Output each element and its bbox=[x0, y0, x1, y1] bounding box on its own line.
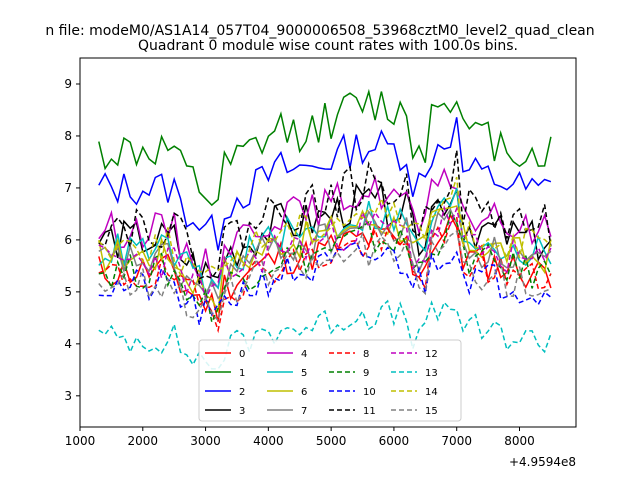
series-line-8 bbox=[98, 215, 552, 334]
legend-label-13: 13 bbox=[425, 368, 438, 379]
legend-label-2: 2 bbox=[239, 387, 245, 398]
series-line-11 bbox=[98, 150, 552, 280]
legend-label-14: 14 bbox=[425, 387, 438, 398]
legend-label-15: 15 bbox=[425, 406, 438, 417]
series-line-4 bbox=[98, 167, 552, 290]
legend-label-3: 3 bbox=[239, 406, 245, 417]
y-axis: 3 4 5 6 7 8 9 bbox=[64, 77, 80, 403]
y-tick-label: 7 bbox=[64, 181, 72, 195]
plot-frame bbox=[79, 57, 577, 428]
y-tick-label: 3 bbox=[64, 389, 72, 403]
series-line-12 bbox=[98, 205, 552, 301]
series-line-1 bbox=[98, 88, 552, 207]
series-line-13 bbox=[98, 299, 552, 370]
chart-title: Quadrant 0 module wise count rates with … bbox=[138, 38, 518, 54]
y-tick-label: 9 bbox=[64, 77, 72, 91]
y-tick-label: 6 bbox=[64, 233, 72, 247]
x-tick-label: 3000 bbox=[190, 434, 221, 448]
x-tick-label: 8000 bbox=[504, 434, 535, 448]
x-tick-label: 6000 bbox=[379, 434, 410, 448]
series-line-7 bbox=[98, 207, 552, 300]
legend-box bbox=[198, 339, 462, 422]
y-tick-label: 5 bbox=[64, 285, 72, 299]
x-tick-label: 1000 bbox=[65, 434, 96, 448]
legend-label-11: 11 bbox=[363, 406, 376, 417]
x-tick-label: 4000 bbox=[253, 434, 284, 448]
series-line-15 bbox=[98, 229, 552, 323]
y-tick-label: 4 bbox=[64, 337, 72, 351]
figure-suptitle: n file: modeM0/AS1A14_057T04_9000006508_… bbox=[45, 23, 594, 39]
legend-label-7: 7 bbox=[301, 406, 307, 417]
legend-label-6: 6 bbox=[301, 387, 307, 398]
x-tick-label: 2000 bbox=[128, 434, 159, 448]
series-line-10 bbox=[98, 241, 552, 325]
series-line-14 bbox=[98, 176, 552, 277]
legend-label-1: 1 bbox=[239, 368, 245, 379]
legend-label-8: 8 bbox=[363, 349, 369, 360]
legend-label-12: 12 bbox=[425, 349, 438, 360]
y-tick-label: 8 bbox=[64, 129, 72, 143]
x-tick-label: 5000 bbox=[316, 434, 347, 448]
series-layer bbox=[98, 88, 552, 370]
legend-label-9: 9 bbox=[363, 368, 369, 379]
legend-label-5: 5 bbox=[301, 368, 307, 379]
series-line-9 bbox=[98, 210, 552, 325]
series-line-2 bbox=[98, 117, 552, 251]
legend-label-0: 0 bbox=[239, 349, 245, 360]
x-offset-label: +4.9594e8 bbox=[509, 455, 576, 469]
legend-label-10: 10 bbox=[363, 387, 376, 398]
x-axis: 1000 2000 3000 4000 5000 6000 7000 8000 bbox=[65, 427, 535, 448]
legend-label-4: 4 bbox=[301, 349, 307, 360]
x-tick-label: 7000 bbox=[441, 434, 472, 448]
